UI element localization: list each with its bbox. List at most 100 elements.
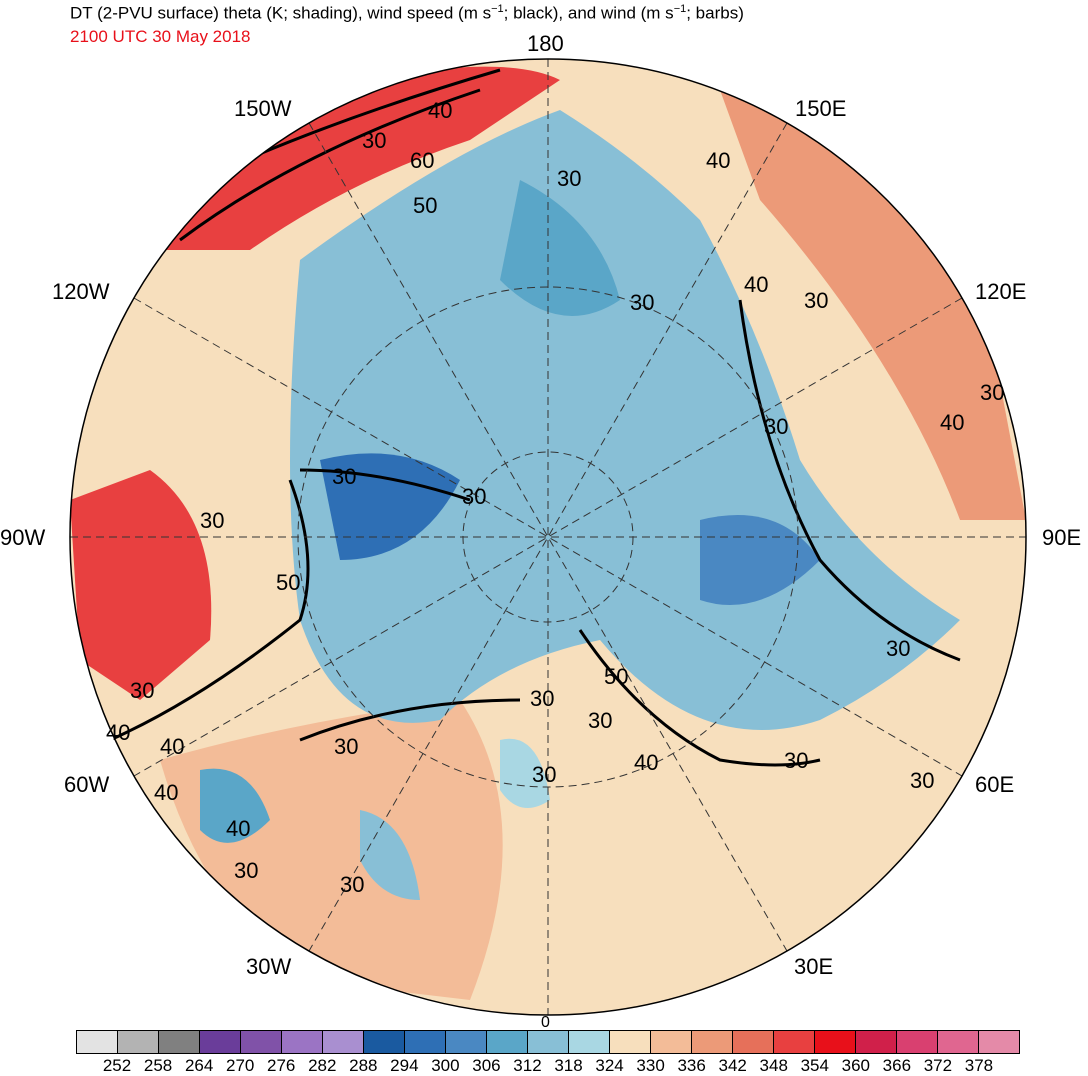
contour-label: 30 bbox=[462, 484, 486, 509]
colorbar-swatch bbox=[159, 1031, 200, 1053]
colorbar-tick-label: 378 bbox=[964, 1056, 994, 1075]
colorbar-tick-label: 264 bbox=[184, 1056, 214, 1075]
colorbar-swatch bbox=[610, 1031, 651, 1053]
jet-contour-pacific bbox=[179, 88, 481, 242]
colorbar-tick-label: 348 bbox=[759, 1056, 788, 1075]
cold-core-1 bbox=[320, 453, 460, 560]
parallel-60n bbox=[297, 286, 799, 788]
contour-label: 40 bbox=[226, 816, 250, 841]
jet-contour-south bbox=[578, 629, 821, 767]
lon-label-0: 0 bbox=[541, 1014, 550, 1031]
contour-label: 30 bbox=[234, 858, 258, 883]
lon-label-150e: 150E bbox=[795, 96, 847, 121]
lon-label-120e: 120E bbox=[975, 279, 1027, 304]
colorbar-swatch bbox=[241, 1031, 282, 1053]
colorbar-swatch bbox=[938, 1031, 979, 1053]
jet-contour-east bbox=[738, 299, 961, 662]
cold-pocket-n-atlantic bbox=[360, 810, 420, 900]
colorbar-swatch bbox=[774, 1031, 815, 1053]
globe-outline bbox=[69, 58, 1027, 1016]
theta-colorbar bbox=[76, 1030, 1020, 1054]
colorbar-swatch bbox=[446, 1031, 487, 1053]
colorbar-swatch bbox=[856, 1031, 897, 1053]
contour-label: 30 bbox=[340, 872, 364, 897]
lon-label-60e: 60E bbox=[975, 772, 1015, 797]
lon-label-60w: 60W bbox=[64, 772, 110, 797]
colorbar-swatch bbox=[405, 1031, 446, 1053]
contour-label: 40 bbox=[634, 750, 658, 775]
jet-contour-atlantic bbox=[299, 698, 521, 742]
colorbar-swatch bbox=[528, 1031, 569, 1053]
colorbar-tick-label: 288 bbox=[349, 1056, 378, 1075]
meridian-120e-60w bbox=[133, 297, 963, 777]
colorbar-swatch bbox=[77, 1031, 118, 1053]
map-title: DT (2-PVU surface) theta (K; shading), w… bbox=[70, 3, 744, 23]
colorbar-tick-label: 330 bbox=[636, 1056, 665, 1075]
colorbar-tick-label: 294 bbox=[390, 1056, 419, 1075]
contour-label: 40 bbox=[706, 148, 730, 173]
colorbar-swatch bbox=[692, 1031, 733, 1053]
meridian-150e-30w bbox=[308, 122, 788, 952]
contour-label: 40 bbox=[106, 720, 130, 745]
colorbar-tick-label: 318 bbox=[554, 1056, 583, 1075]
contour-label: 30 bbox=[557, 166, 581, 191]
colorbar-tick-label: 354 bbox=[800, 1056, 829, 1075]
contour-label: 30 bbox=[130, 678, 154, 703]
colorbar-swatch bbox=[979, 1031, 1019, 1053]
colorbar-swatch bbox=[815, 1031, 856, 1053]
colorbar-swatch bbox=[323, 1031, 364, 1053]
contour-label: 60 bbox=[410, 148, 434, 173]
colorbar-labels: 252 258 264 270 276 282 288 294 300 306 312 318 324 3… bbox=[76, 1056, 1020, 1076]
jet-contour-arctic bbox=[299, 468, 471, 502]
colorbar-swatch bbox=[651, 1031, 692, 1053]
contour-label: 40 bbox=[154, 780, 178, 805]
colorbar-swatch bbox=[897, 1031, 938, 1053]
contour-label: 40 bbox=[744, 272, 768, 297]
warm-region-america bbox=[70, 470, 212, 700]
contour-label: 50 bbox=[413, 193, 437, 218]
cold-core-2 bbox=[500, 180, 620, 316]
contour-labels: 40 30 60 50 30 40 30 40 30 30 30 30 30 3… bbox=[106, 98, 1004, 897]
colorbar-swatch bbox=[200, 1031, 241, 1053]
contour-label: 50 bbox=[604, 664, 628, 689]
warm-region-east bbox=[720, 90, 1026, 520]
colorbar-tick-label: 306 bbox=[472, 1056, 501, 1075]
lon-label-150w: 150W bbox=[234, 96, 292, 121]
map-timestamp: 2100 UTC 30 May 2018 bbox=[70, 27, 251, 46]
meridian-120w-60e bbox=[133, 297, 963, 777]
contour-label: 40 bbox=[940, 410, 964, 435]
cold-pocket-europe bbox=[500, 738, 550, 808]
warm-region-pacific bbox=[150, 66, 560, 251]
contour-label: 30 bbox=[530, 686, 554, 711]
contour-label: 30 bbox=[764, 414, 788, 439]
contour-label: 30 bbox=[910, 768, 934, 793]
colorbar-tick-label: 360 bbox=[841, 1056, 870, 1075]
colorbar-swatch bbox=[118, 1031, 159, 1053]
colorbar-tick-label: 372 bbox=[923, 1056, 953, 1075]
contour-label: 30 bbox=[332, 464, 356, 489]
contour-label: 30 bbox=[362, 128, 386, 153]
contour-label: 40 bbox=[428, 98, 452, 123]
graticule bbox=[70, 59, 1026, 1015]
colorbar-tick-label: 342 bbox=[718, 1056, 747, 1075]
contour-label: 30 bbox=[532, 762, 556, 787]
cold-pocket-nw bbox=[200, 768, 270, 843]
contour-label: 30 bbox=[784, 748, 808, 773]
colorbar-tick-label: 276 bbox=[267, 1056, 296, 1075]
colorbar-tick-label: 270 bbox=[225, 1056, 255, 1075]
lon-label-90e: 90E bbox=[1042, 525, 1082, 550]
colorbar-tick-label: 300 bbox=[431, 1056, 460, 1075]
contour-label: 30 bbox=[334, 734, 358, 759]
contour-label: 50 bbox=[276, 570, 300, 595]
colorbar-swatch bbox=[569, 1031, 610, 1053]
colorbar-swatch bbox=[282, 1031, 323, 1053]
colorbar-swatch bbox=[364, 1031, 405, 1053]
colorbar-tick-label: 336 bbox=[677, 1056, 706, 1075]
colorbar-tick-label: 324 bbox=[595, 1056, 624, 1075]
contour-label: 30 bbox=[886, 636, 910, 661]
colorbar-tick-label: 282 bbox=[308, 1056, 337, 1075]
contour-label: 30 bbox=[630, 290, 654, 315]
colorbar-swatch bbox=[487, 1031, 528, 1053]
lon-label-30e: 30E bbox=[794, 954, 834, 979]
